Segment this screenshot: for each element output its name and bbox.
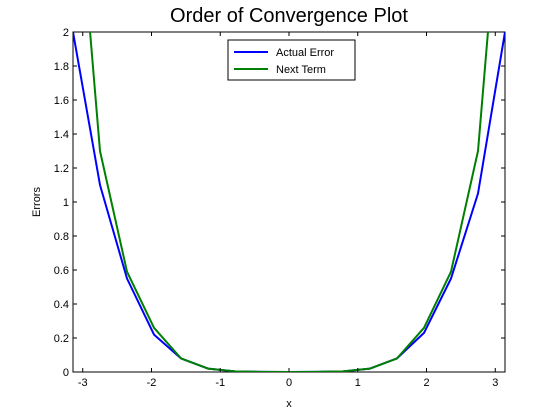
- x-axis-label: x: [286, 398, 292, 410]
- chart-title: Order of Convergence Plot: [170, 5, 408, 27]
- legend-label: Next Term: [276, 64, 326, 76]
- y-tick-label: 1.2: [54, 163, 69, 175]
- y-tick-label: 1.4: [54, 129, 69, 141]
- x-tick-label: -1: [215, 377, 225, 389]
- y-axis-label: Errors: [31, 187, 43, 217]
- x-tick-label: 2: [423, 377, 429, 389]
- series-line-next-term: [89, 32, 489, 372]
- plot-frame: [72, 31, 506, 373]
- y-tick-label: 0.8: [54, 231, 69, 243]
- legend-label: Actual Error: [276, 47, 334, 59]
- x-tick-label: -2: [147, 377, 157, 389]
- series-line-actual-error: [73, 32, 505, 372]
- y-tick-label: 1.8: [54, 61, 69, 73]
- x-tick-label: 1: [355, 377, 361, 389]
- y-tick-label: 1: [63, 197, 69, 209]
- legend: Actual Error Next Term: [227, 39, 356, 81]
- y-tick-label: 1.6: [54, 95, 69, 107]
- y-tick-label: 2: [63, 27, 69, 39]
- x-tick-label: -3: [78, 377, 88, 389]
- y-tick-label: 0.2: [54, 333, 69, 345]
- x-tick-label: 3: [492, 377, 498, 389]
- x-tick-label: 0: [286, 377, 292, 389]
- y-tick-label: 0.6: [54, 265, 69, 277]
- y-tick-label: 0: [63, 367, 69, 379]
- legend-box: [227, 39, 356, 81]
- y-tick-label: 0.4: [54, 299, 69, 311]
